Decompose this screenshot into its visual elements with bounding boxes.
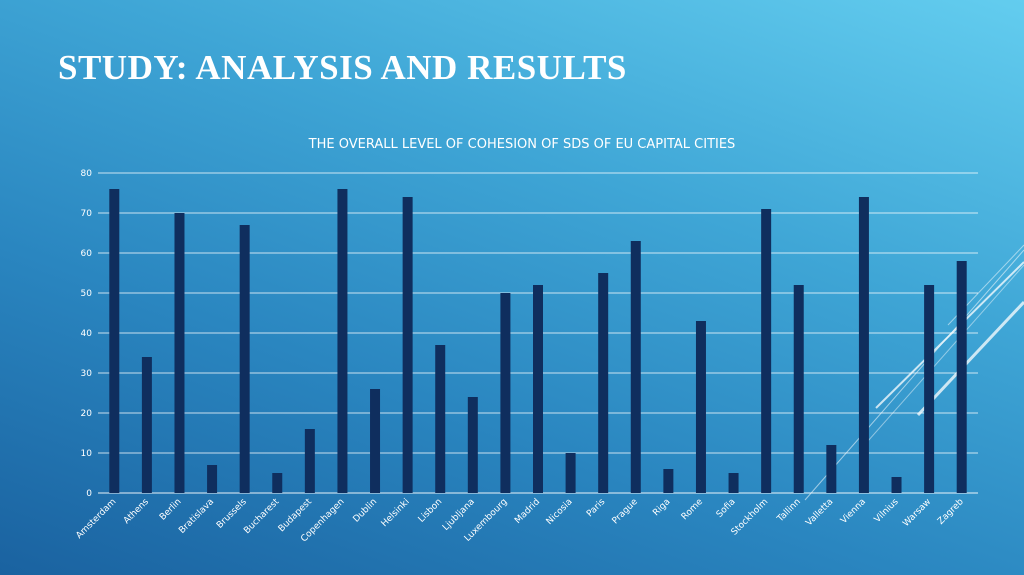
x-tick-label: Brussels [215, 497, 249, 531]
x-tick-label: Athens [122, 497, 151, 526]
bar-bucharest [272, 473, 283, 493]
x-tick-label: Vilnius [873, 497, 901, 525]
bar-dublin [370, 389, 381, 493]
bar-stockholm [761, 209, 772, 493]
bar-luxembourg [500, 293, 511, 493]
x-tick-label: Vienna [839, 497, 868, 526]
bar-prague [630, 241, 641, 493]
bar-berlin [174, 213, 185, 493]
bar-budapest [304, 429, 315, 493]
y-tick-label: 80 [81, 169, 93, 179]
x-tick-label: Tallinn [775, 497, 803, 525]
x-tick-label: Warsaw [901, 497, 933, 529]
x-tick-label: Prague [611, 497, 641, 527]
y-tick-label: 60 [81, 249, 93, 259]
x-tick-label: Rome [680, 497, 706, 523]
slide-title: STUDY: ANALYSIS AND RESULTS [58, 48, 627, 87]
bar-vienna [858, 197, 869, 493]
x-tick-label: Sofia [715, 497, 738, 520]
x-tick-label: Amsterdam [74, 497, 118, 541]
bar-lisbon [435, 345, 446, 493]
x-tick-label: Bratislava [177, 497, 216, 536]
y-tick-label: 40 [81, 329, 93, 339]
chart-title: THE OVERALL LEVEL OF COHESION OF SDS OF … [308, 137, 736, 152]
bar-brussels [239, 225, 250, 493]
bar-bratislava [207, 465, 218, 493]
bar-tallinn [793, 285, 804, 493]
y-tick-label: 70 [81, 209, 93, 219]
x-tick-label: Zagreb [936, 497, 966, 527]
bar-paris [598, 273, 609, 493]
bar-zagreb [956, 261, 967, 493]
x-tick-label: Nicosia [545, 497, 575, 527]
bar-athens [141, 357, 152, 493]
bar-riga [663, 469, 674, 493]
x-tick-label: Bucharest [242, 497, 281, 536]
y-tick-label: 30 [81, 369, 93, 379]
bar-amsterdam [109, 189, 120, 493]
bar-ljubljana [467, 397, 478, 493]
bar-nicosia [565, 453, 576, 493]
x-tick-label: Dublin [352, 497, 380, 525]
y-axis-ticks: 0 10 20 30 40 50 60 70 80 [81, 169, 93, 499]
y-tick-label: 20 [81, 409, 93, 419]
bar-valletta [826, 445, 837, 493]
x-tick-label: Lisbon [417, 497, 445, 525]
x-tick-label: Paris [585, 497, 607, 519]
x-tick-label: Valletta [804, 497, 835, 528]
bar-madrid [533, 285, 543, 493]
y-tick-label: 50 [81, 289, 93, 299]
x-tick-label: Berlin [158, 497, 184, 523]
x-tick-label: Riga [651, 497, 672, 518]
bar-copenhagen [337, 189, 348, 493]
x-tick-label: Madrid [513, 497, 542, 526]
bar-sofia [728, 473, 739, 493]
x-axis-ticks: Amsterdam Athens BerlinBratislavaBrusselsB… [74, 497, 966, 545]
y-tick-label: 10 [81, 449, 93, 459]
bar-helsinki [402, 197, 413, 493]
bars [109, 189, 967, 493]
x-tick-label: Helsinki [380, 497, 412, 529]
bar-vilnius [891, 477, 902, 493]
bar-rome [695, 321, 706, 493]
bar-warsaw [924, 285, 935, 493]
y-tick-label: 0 [86, 489, 92, 499]
